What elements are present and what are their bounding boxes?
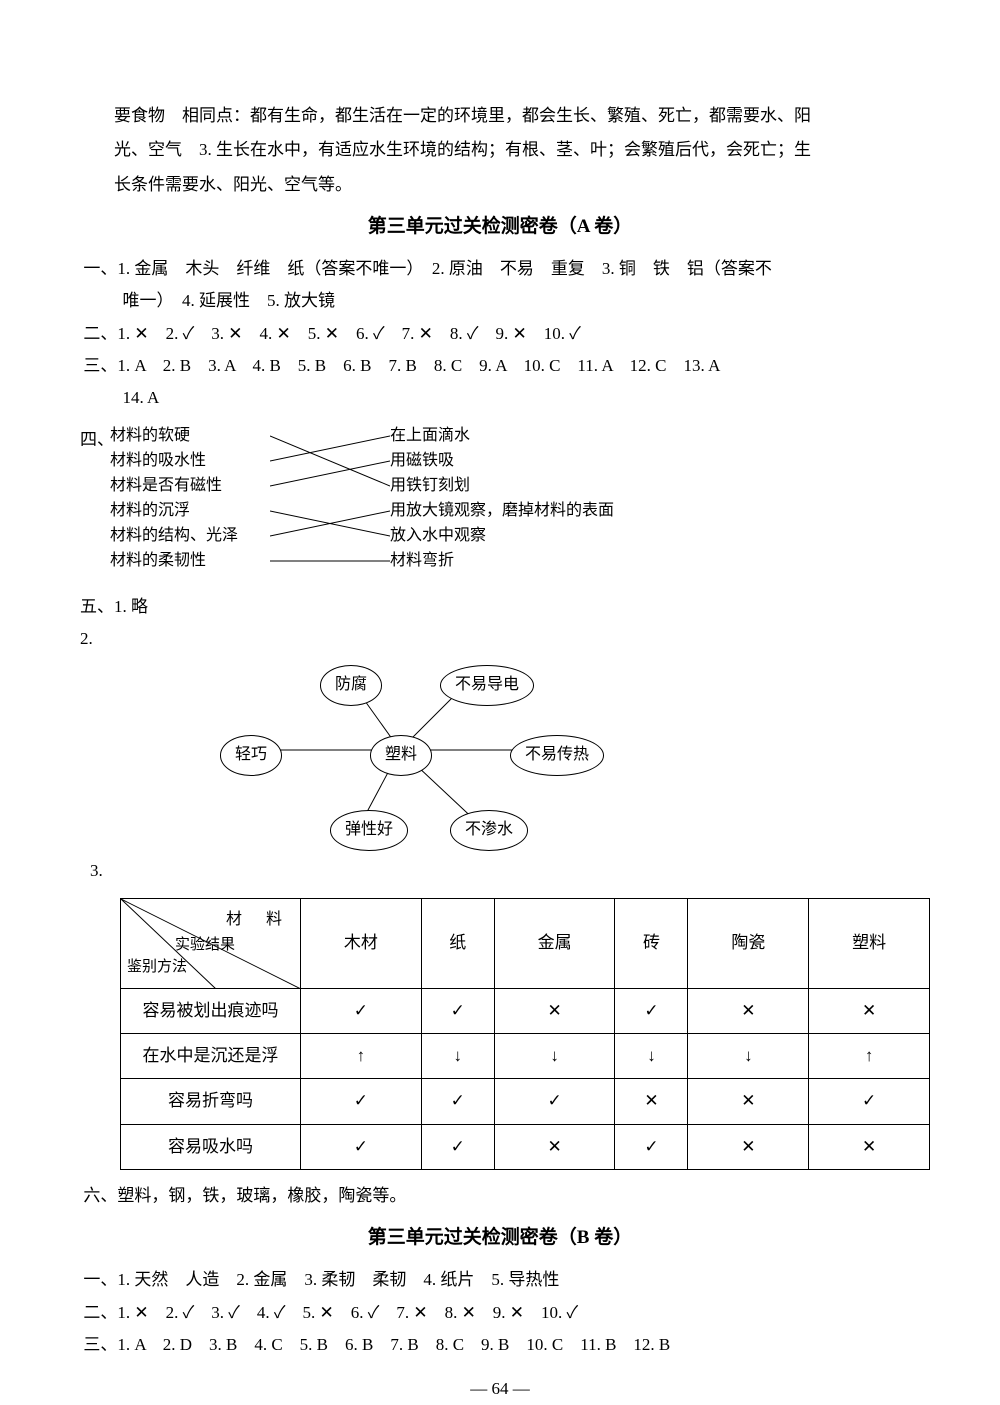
cm-node-3: 不渗水	[450, 810, 528, 850]
table-cell: ✓	[301, 988, 422, 1033]
table-row: 容易被划出痕迹吗✓✓✕✓✕✕	[121, 988, 930, 1033]
table-cell: ↓	[421, 1033, 494, 1078]
unit-b-q1: 一、1. 天然 人造 2. 金属 3. 柔韧 柔韧 4. 纸片 5. 导热性	[80, 1264, 920, 1296]
table-row: 容易吸水吗✓✓✕✓✕✕	[121, 1124, 930, 1169]
match-left-5: 材料的柔韧性	[110, 549, 270, 574]
unit-a-q6: 六、塑料，钢，铁，玻璃，橡胶，陶瓷等。	[80, 1180, 920, 1212]
cm-node-4: 弹性好	[330, 810, 408, 850]
unit-a-q3b: 14. A	[80, 382, 920, 414]
diagonal-header: 材 料 实验结果 鉴别方法	[121, 898, 301, 988]
match-left-1: 材料的吸水性	[110, 449, 270, 474]
row-label: 在水中是沉还是浮	[121, 1033, 301, 1078]
unit-a-q3: 三、1. A 2. B 3. A 4. B 5. B 6. B 7. B 8. …	[80, 350, 920, 382]
table-cell: ↑	[301, 1033, 422, 1078]
unit-b-q2: 二、1. ✕ 2. ✓ 3. ✓ 4. ✓ 5. ✕ 6. ✓ 7. ✕ 8. …	[80, 1297, 920, 1329]
material-table: 材 料 实验结果 鉴别方法 木材 纸 金属 砖 陶瓷 塑料 容易被划出痕迹吗✓✓…	[120, 898, 930, 1170]
cm-node-5: 轻巧	[220, 735, 282, 775]
table-cell: ✕	[809, 988, 930, 1033]
matching-section: 四、 材料的软硬 材料的吸水性 材料是否有磁性 材料的沉浮 材料的结构、光泽 材…	[80, 424, 920, 585]
unit-b-title: 第三单元过关检测密卷（B 卷）	[80, 1220, 920, 1256]
table-cell: ✕	[688, 1079, 809, 1124]
table-cell: ✓	[421, 1079, 494, 1124]
table-cell: ✕	[809, 1124, 930, 1169]
row-label: 容易吸水吗	[121, 1124, 301, 1169]
match-right-3: 用放大镜观察，磨掉材料的表面	[390, 499, 614, 524]
table-cell: ✓	[421, 1124, 494, 1169]
match-left-0: 材料的软硬	[110, 424, 270, 449]
match-right-0: 在上面滴水	[390, 424, 614, 449]
match-right-2: 用铁钉刻划	[390, 474, 614, 499]
q5-label: 五、1. 略 2.	[80, 591, 170, 656]
unit-a-q1: 一、1. 金属 木头 纤维 纸（答案不唯一） 2. 原油 不易 重复 3. 铜 …	[80, 253, 920, 285]
col-0: 木材	[301, 898, 422, 988]
matching-right-col: 在上面滴水 用磁铁吸 用铁钉刻划 用放大镜观察，磨掉材料的表面 放入水中观察 材…	[390, 424, 614, 574]
table-cell: ✕	[494, 988, 615, 1033]
match-left-2: 材料是否有磁性	[110, 474, 270, 499]
table-cell: ✕	[688, 1124, 809, 1169]
col-5: 塑料	[809, 898, 930, 988]
cm-node-1: 不易导电	[440, 665, 534, 705]
table-cell: ✓	[809, 1079, 930, 1124]
match-right-4: 放入水中观察	[390, 524, 614, 549]
col-1: 纸	[421, 898, 494, 988]
match-right-5: 材料弯折	[390, 549, 614, 574]
table-cell: ✓	[615, 1124, 688, 1169]
table-cell: ✓	[494, 1079, 615, 1124]
diag-label-3: 鉴别方法	[127, 953, 187, 982]
match-left-3: 材料的沉浮	[110, 499, 270, 524]
unit-a-q1b: 唯一） 4. 延展性 5. 放大镜	[80, 285, 920, 317]
q5-section: 五、1. 略 2.	[80, 591, 920, 656]
intro-line-1: 要食物 相同点：都有生命，都生活在一定的环境里，都会生长、繁殖、死亡，都需要水、…	[80, 100, 920, 132]
q4-label: 四、	[80, 424, 110, 456]
table-cell: ↓	[615, 1033, 688, 1078]
table-cell: ↓	[688, 1033, 809, 1078]
table-cell: ↓	[494, 1033, 615, 1078]
match-right-1: 用磁铁吸	[390, 449, 614, 474]
match-left-4: 材料的结构、光泽	[110, 524, 270, 549]
col-4: 陶瓷	[688, 898, 809, 988]
table-cell: ✓	[301, 1124, 422, 1169]
cm-node-2: 不易传热	[510, 735, 604, 775]
table-row: 容易折弯吗✓✓✓✕✕✓	[121, 1079, 930, 1124]
table-cell: ✕	[494, 1124, 615, 1169]
cm-node-0: 防腐	[320, 665, 382, 705]
q5-3-label: 3.	[80, 855, 120, 887]
intro-line-3: 长条件需要水、阳光、空气等。	[80, 169, 920, 201]
table-cell: ✓	[615, 988, 688, 1033]
table-cell: ✓	[301, 1079, 422, 1124]
unit-b-q3: 三、1. A 2. D 3. B 4. C 5. B 6. B 7. B 8. …	[80, 1329, 920, 1361]
intro-line-2: 光、空气 3. 生长在水中，有适应水生环境的结构；有根、茎、叶；会繁殖后代，会死…	[80, 134, 920, 166]
row-label: 容易折弯吗	[121, 1079, 301, 1124]
table-header-row: 材 料 实验结果 鉴别方法 木材 纸 金属 砖 陶瓷 塑料	[121, 898, 930, 988]
unit-a-q2: 二、1. ✕ 2. ✓ 3. ✕ 4. ✕ 5. ✕ 6. ✓ 7. ✕ 8. …	[80, 318, 920, 350]
table-row: 在水中是沉还是浮↑↓↓↓↓↑	[121, 1033, 930, 1078]
table-cell: ✕	[688, 988, 809, 1033]
concept-map: 塑料 防腐 不易导电 不易传热 不渗水 弹性好 轻巧	[160, 655, 920, 855]
col-2: 金属	[494, 898, 615, 988]
table-cell: ↑	[809, 1033, 930, 1078]
col-3: 砖	[615, 898, 688, 988]
row-label: 容易被划出痕迹吗	[121, 988, 301, 1033]
table-cell: ✓	[421, 988, 494, 1033]
page-number: — 64 —	[80, 1373, 920, 1405]
matching-left-col: 材料的软硬 材料的吸水性 材料是否有磁性 材料的沉浮 材料的结构、光泽 材料的柔…	[110, 424, 270, 574]
cm-center-node: 塑料	[370, 735, 432, 775]
matching-lines	[270, 424, 390, 585]
unit-a-title: 第三单元过关检测密卷（A 卷）	[80, 209, 920, 245]
table-cell: ✕	[615, 1079, 688, 1124]
